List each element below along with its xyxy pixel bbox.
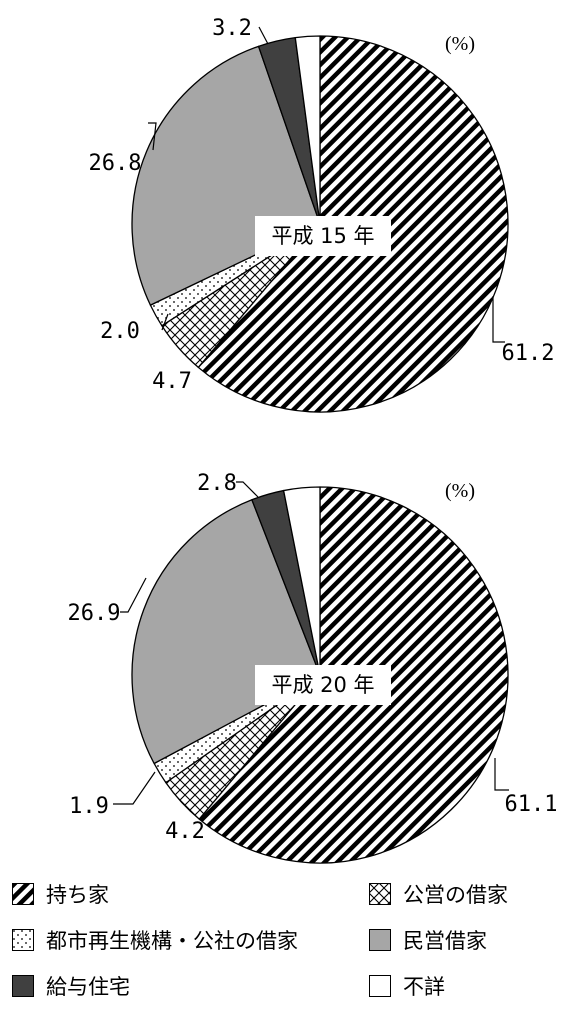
pie-charts: 平成 15 年 (%) 61.2 4.7 2.0 26.8 3.2 平成 20 年 (%) 61.… bbox=[68, 16, 558, 864]
slice-value-label-company-housing: 3.2 bbox=[212, 16, 252, 41]
legend-item-public-rental: 公営の借家 bbox=[369, 878, 508, 910]
legend-item-company-housing: 給与住宅 bbox=[12, 970, 130, 1002]
legend: 持ち家 公営の借家 都市再生機構・公社の借家 民営借家 給与住宅 不詳 bbox=[0, 878, 572, 1008]
pie-chart: 平成 20 年 (%) 61.1 4.2 1.9 26.9 2.8 bbox=[68, 471, 558, 864]
leader-line bbox=[161, 313, 169, 331]
legend-item-private-rental: 民営借家 bbox=[369, 924, 487, 956]
white-swatch bbox=[369, 975, 391, 997]
slice-value-label-ur-rental: 1.9 bbox=[69, 794, 109, 819]
pie-slice-unknown bbox=[282, 486, 321, 676]
slice-value-label-company-housing: 2.8 bbox=[197, 471, 237, 496]
leader-line bbox=[236, 481, 259, 498]
slice-value-label-ur-rental: 2.0 bbox=[100, 319, 140, 344]
slice-value-label-private-rental: 26.9 bbox=[68, 601, 121, 626]
center-label-box bbox=[255, 665, 391, 705]
leader-line bbox=[492, 296, 505, 343]
legend-label: 持ち家 bbox=[46, 883, 109, 907]
leader-line bbox=[258, 26, 269, 45]
dark-swatch bbox=[12, 975, 34, 997]
legend-item-ur-rental: 都市再生機構・公社の借家 bbox=[12, 924, 298, 956]
diagonal-hatch-swatch bbox=[12, 883, 34, 905]
unit-label: (%) bbox=[445, 480, 475, 502]
center-label: 平成 20 年 bbox=[271, 673, 374, 697]
dots-swatch bbox=[12, 929, 34, 951]
leader-line bbox=[148, 122, 157, 151]
slice-value-label-owned-house: 61.1 bbox=[505, 792, 558, 817]
brick-hatch-swatch bbox=[369, 883, 391, 905]
center-label-box bbox=[255, 216, 391, 256]
leader-line bbox=[494, 758, 509, 791]
pie-slice-unknown bbox=[294, 35, 321, 225]
legend-item-owned-house: 持ち家 bbox=[12, 878, 109, 910]
legend-label: 公営の借家 bbox=[403, 883, 508, 907]
slice-value-label-public-rental: 4.7 bbox=[152, 369, 192, 394]
center-label: 平成 15 年 bbox=[271, 224, 374, 248]
gray-swatch bbox=[369, 929, 391, 951]
leader-line bbox=[120, 577, 147, 613]
legend-label: 民営借家 bbox=[403, 929, 487, 953]
slice-value-label-private-rental: 26.8 bbox=[89, 151, 142, 176]
legend-item-unknown: 不詳 bbox=[369, 970, 445, 1002]
legend-label: 不詳 bbox=[403, 975, 445, 999]
pie-chart: 平成 15 年 (%) 61.2 4.7 2.0 26.8 3.2 bbox=[89, 16, 555, 413]
unit-label: (%) bbox=[445, 33, 475, 55]
slice-value-label-owned-house: 61.2 bbox=[502, 341, 555, 366]
legend-label: 都市再生機構・公社の借家 bbox=[46, 929, 298, 953]
leader-line bbox=[113, 771, 156, 805]
slice-value-label-public-rental: 4.2 bbox=[165, 819, 205, 844]
legend-label: 給与住宅 bbox=[46, 975, 130, 999]
